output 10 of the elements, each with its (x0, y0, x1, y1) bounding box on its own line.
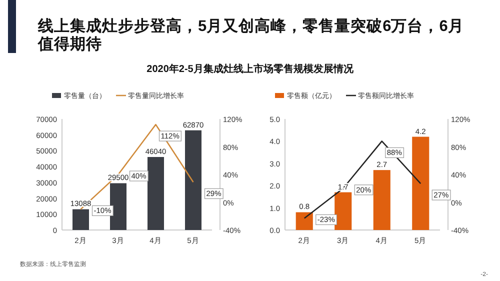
bar (412, 136, 430, 230)
bar (72, 209, 89, 230)
bar (296, 212, 313, 230)
bar (148, 156, 164, 230)
bar (110, 183, 126, 230)
text: 2020年2-5月集成灶线上市场零售规模发展情况 (146, 63, 354, 75)
bar (185, 130, 202, 230)
bar (373, 170, 390, 230)
bar (334, 192, 352, 230)
text: 线上集成灶步步登高，5月又创高峰，零售量突破6万台，6月值得期待 (37, 16, 464, 53)
